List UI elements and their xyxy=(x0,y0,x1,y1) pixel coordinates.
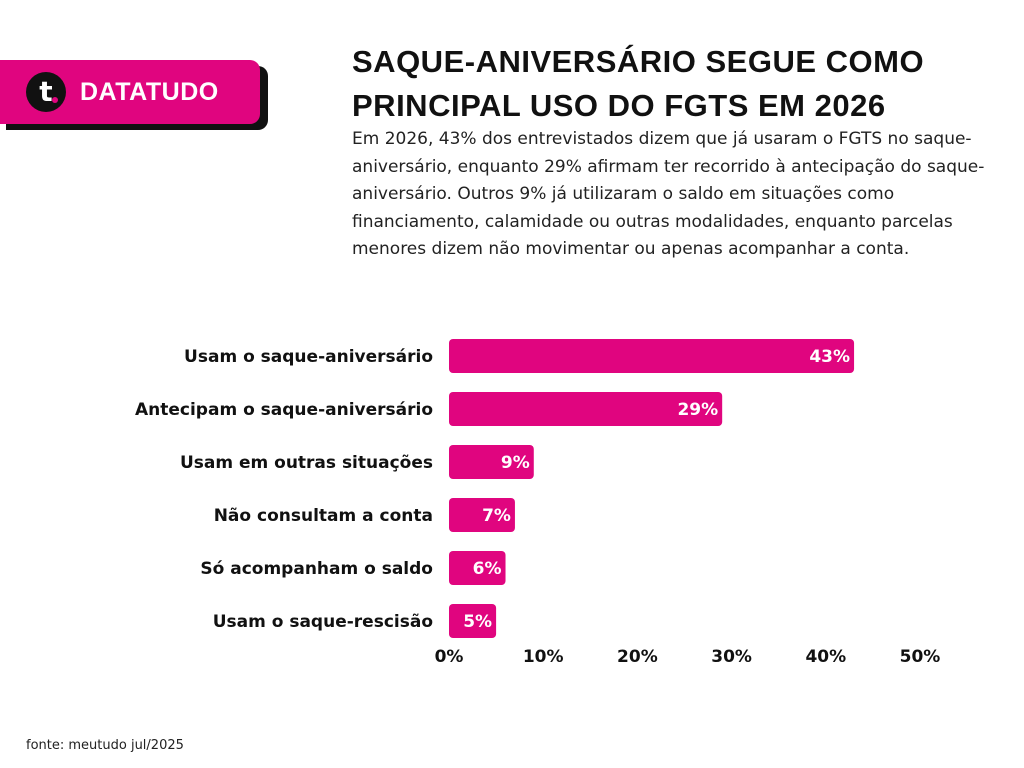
x-tick-label: 10% xyxy=(523,647,564,667)
category-label: Antecipam o saque-aniversário xyxy=(135,400,433,420)
bar xyxy=(449,604,497,638)
category-label: Usam o saque-aniversário xyxy=(184,347,433,367)
brand-badge: t DATATUDO xyxy=(0,60,268,130)
source-note: fonte: meutudo jul/2025 xyxy=(26,738,184,753)
x-tick-label: 50% xyxy=(900,647,941,667)
category-label: Não consultam a conta xyxy=(214,506,433,526)
bar-value-label: 7% xyxy=(482,506,511,526)
bar xyxy=(449,392,723,426)
x-tick-label: 20% xyxy=(617,647,658,667)
bar-value-label: 5% xyxy=(463,612,492,632)
brand-logo-dot xyxy=(52,97,58,103)
brand-badge-body: t DATATUDO xyxy=(0,60,260,124)
x-tick-label: 0% xyxy=(435,647,464,667)
bar-value-label: 6% xyxy=(473,559,502,579)
x-tick-label: 40% xyxy=(805,647,846,667)
category-label: Só acompanham o saldo xyxy=(200,559,433,579)
category-label: Usam em outras situações xyxy=(180,453,433,473)
bar xyxy=(449,498,515,532)
chart-subtitle: Em 2026, 43% dos entrevistados dizem que… xyxy=(352,129,985,259)
brand-logo-letter: t xyxy=(39,75,53,108)
bar xyxy=(449,551,506,585)
bar-value-label: 9% xyxy=(501,453,530,473)
bar-value-label: 43% xyxy=(809,347,850,367)
bar xyxy=(449,445,534,479)
bar xyxy=(449,339,855,373)
category-label: Usam o saque-rescisão xyxy=(213,612,433,632)
chart-title: SAQUE-ANIVERSÁRIO SEGUE COMO PRINCIPAL U… xyxy=(352,44,925,123)
brand-logo-icon: t xyxy=(26,72,66,112)
bar-value-label: 29% xyxy=(677,400,718,420)
brand-name: DATATUDO xyxy=(80,77,219,106)
x-tick-label: 30% xyxy=(711,647,752,667)
